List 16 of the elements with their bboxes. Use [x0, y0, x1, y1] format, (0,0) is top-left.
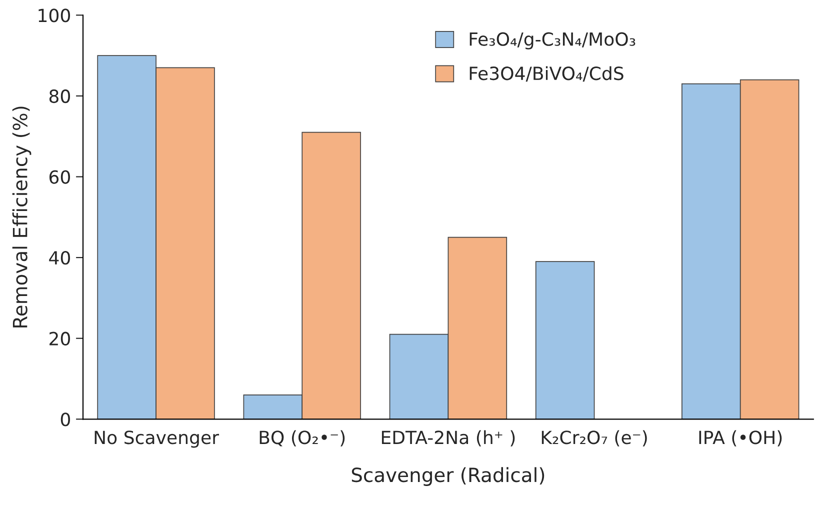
- y-tick-label: 80: [49, 89, 70, 104]
- x-tick-label: IPA (•OH): [699, 430, 782, 446]
- bar: [535, 261, 595, 420]
- y-tick-label: 40: [49, 251, 70, 265]
- y-tick-label: 0: [60, 412, 70, 426]
- y-axis-title: Removal Efficiency (%): [12, 106, 32, 328]
- x-axis-title: Scavenger (Radical): [352, 467, 544, 486]
- legend-label: Fe3O4/BiVO₄/CdS: [470, 66, 624, 82]
- x-tick-label: BQ (O₂•⁻): [260, 430, 345, 446]
- legend-label: Fe₃O₄/g-C₃N₄/MoO₃: [470, 32, 636, 50]
- y-tick-label: 20: [50, 332, 70, 346]
- y-tick-label: 60: [49, 170, 70, 184]
- x-tick-label: EDTA-2Na (h⁺ ): [382, 430, 515, 446]
- y-tick-label: 100: [38, 8, 70, 22]
- x-tick-label: No Scavenger: [94, 430, 220, 448]
- x-tick-label: K₂Cr₂O₇ (e⁻): [542, 430, 647, 446]
